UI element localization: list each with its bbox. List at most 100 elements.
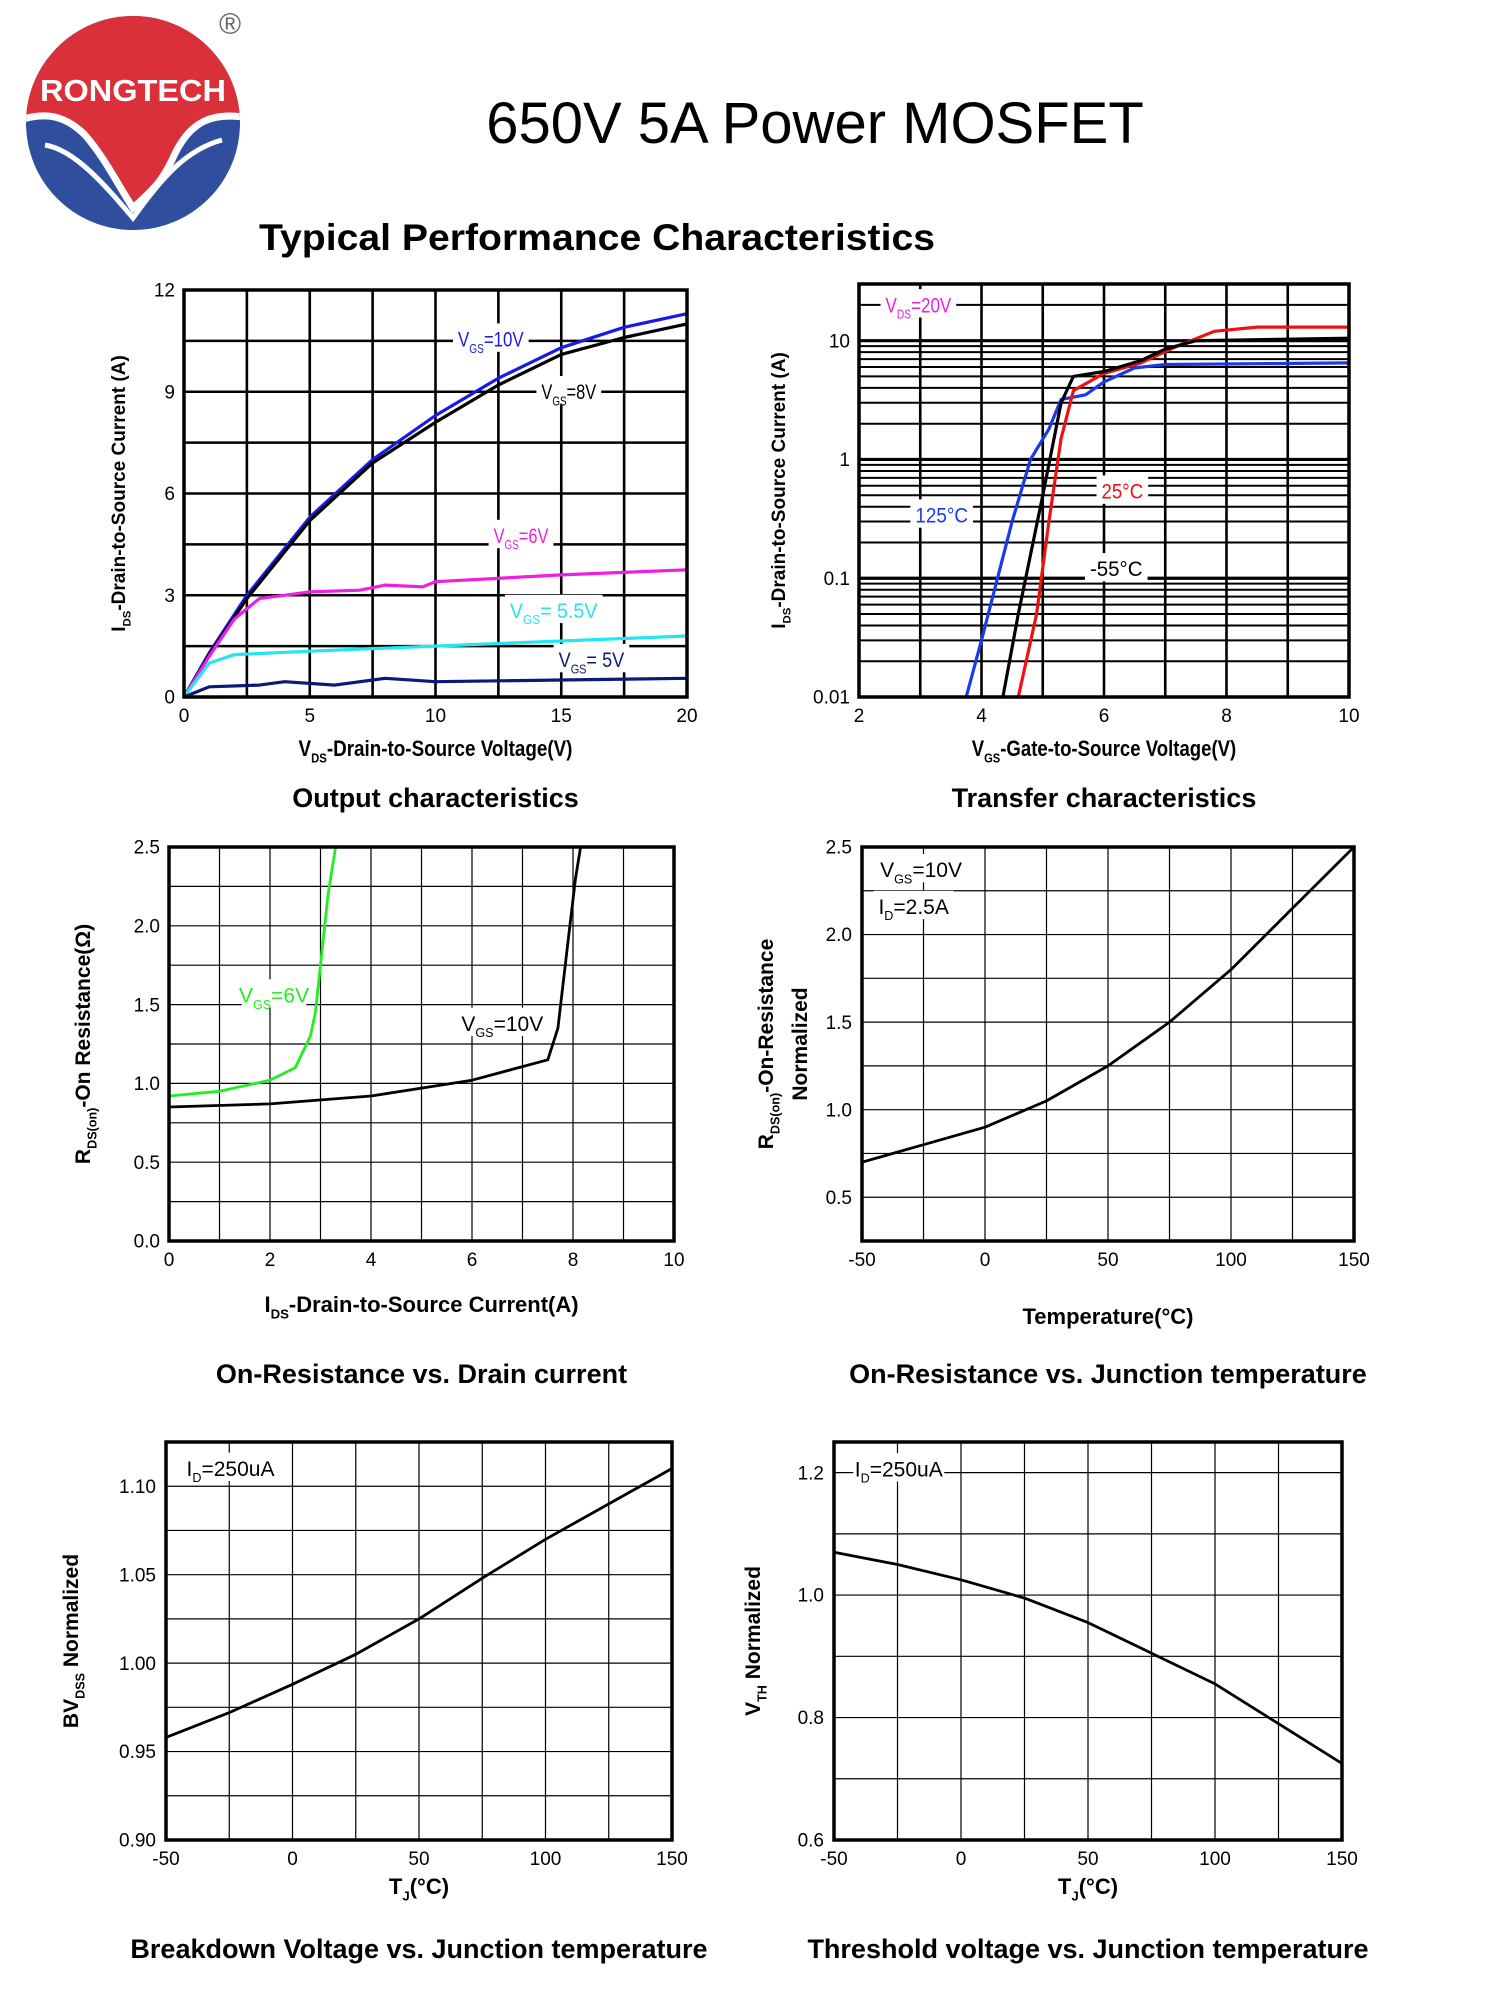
label-subscript: DSS (73, 1673, 87, 1699)
label-main: V (494, 525, 505, 548)
x-tick-label: -50 (820, 1849, 847, 1870)
chart-title: Breakdown Voltage vs. Junction temperatu… (130, 1934, 707, 1964)
y-tick-label: 0.90 (119, 1831, 156, 1852)
series-label: -55°C (1090, 558, 1143, 581)
y-tick-label: 1.10 (119, 1477, 156, 1498)
y-tick-label: 2.0 (134, 916, 160, 937)
gridlines (169, 847, 674, 1241)
y-tick-label: 2.5 (134, 838, 160, 859)
label-main: T (1058, 1874, 1072, 1899)
x-tick-label: 50 (408, 1849, 429, 1870)
label-rest: = 5.5V (540, 600, 597, 623)
series-label-bg (504, 594, 603, 624)
label-main: V (886, 294, 897, 317)
page-title: 650V 5A Power MOSFET (486, 91, 1144, 156)
logo-red-field (26, 16, 240, 208)
chart-title: Output characteristics (292, 783, 579, 813)
label-rest: -55°C (1090, 558, 1143, 581)
y-axis-label: BVDSS Normalized (60, 1554, 87, 1728)
y-tick-label: 2.5 (826, 838, 852, 859)
y-axis-label: RDS(on)-On-Resistance (755, 939, 782, 1150)
label-main: BV (60, 1699, 83, 1728)
chart-title: Transfer characteristics (952, 783, 1257, 813)
series-line-1 (165, 1467, 673, 1739)
x-axis-label: Temperature(°C) (1023, 1304, 1194, 1329)
label-rest: 125°C (915, 504, 968, 527)
y-tick-label: 1.5 (826, 1013, 852, 1034)
y-axis-label: VTH Normalized (742, 1566, 769, 1716)
series-label-bg (910, 499, 973, 528)
label-rest: =10V (494, 1013, 544, 1036)
x-tick-label: 100 (530, 1849, 562, 1870)
plot-frame (857, 282, 1351, 699)
series-label: VGS=10V (458, 329, 524, 356)
label-main: T (389, 1874, 403, 1899)
series-label: 25°C (1102, 481, 1144, 504)
label-rest: -Drain-to-Source Current (A) (109, 355, 130, 610)
label-subscript: DS (782, 607, 794, 623)
y-tick-label: 3 (164, 586, 175, 607)
x-tick-label: 2 (265, 1250, 276, 1271)
rongtech-logo: RONGTECH ® (26, 8, 241, 230)
label-subscript: GS (552, 394, 566, 408)
label-main: V (742, 1702, 765, 1716)
series-label: VGS= 5.5V (510, 600, 598, 627)
y-tick-label: 0.1 (824, 569, 850, 590)
series-line-1 (168, 846, 337, 1098)
x-tick-label: 5 (304, 706, 315, 727)
y-axis-label-line2: Normalized (789, 987, 812, 1100)
condition-label: VDS=20V (886, 294, 952, 321)
x-tick-label: 150 (1326, 1849, 1358, 1870)
y-tick-label: 1.0 (134, 1074, 160, 1095)
x-tick-label: 10 (663, 1250, 684, 1271)
series-line-3 (1001, 336, 1350, 698)
y-tick-label: 1.2 (798, 1463, 824, 1484)
label-subscript: GS (984, 751, 1000, 766)
series-label-bg (464, 1007, 541, 1037)
y-tick-label: 6 (164, 484, 175, 505)
label-rest: =10V (912, 859, 962, 882)
y-tick-label: 0.5 (826, 1188, 852, 1209)
label-subscript: D (861, 1472, 870, 1486)
x-tick-label: 50 (1097, 1250, 1118, 1271)
x-tick-label: 2 (854, 706, 865, 727)
x-tick-label: 8 (1221, 706, 1232, 727)
label-rest: Normalized (60, 1554, 83, 1673)
x-tick-label: 0 (179, 706, 190, 727)
series-line-1 (861, 846, 1355, 1164)
condition-label: ID=2.5A (878, 896, 948, 923)
label-main: V (880, 859, 894, 882)
series-label: 125°C (915, 504, 968, 527)
label-main: V (972, 736, 985, 761)
x-tick-label: 15 (551, 706, 572, 727)
x-axis-label: IDS-Drain-to-Source Current(A) (264, 1292, 578, 1322)
x-tick-label: 0 (956, 1849, 967, 1870)
label-subscript: D (192, 1471, 201, 1485)
label-main: I (264, 1292, 270, 1317)
series-label-bg (452, 323, 529, 352)
series-label-bg (553, 643, 630, 673)
chart-title: Threshold voltage vs. Junction temperatu… (807, 1934, 1368, 1964)
label-rest: = 5V (586, 649, 624, 672)
label-subscript: GS (475, 1026, 493, 1040)
plot-frame (832, 1440, 1344, 1842)
series-line-3 (182, 568, 688, 698)
series-line-2 (168, 846, 582, 1109)
y-tick-label: 0.0 (134, 1232, 160, 1253)
condition-label: VGS=10V (880, 859, 962, 886)
label-rest: -On-Resistance (755, 939, 778, 1093)
x-tick-label: 50 (1077, 1849, 1098, 1870)
y-tick-label: 0.95 (119, 1742, 156, 1763)
x-tick-label: 100 (1199, 1849, 1231, 1870)
series-label-bg (536, 376, 602, 405)
label-rest: Temperature(°C) (1023, 1304, 1194, 1329)
label-rest: Normalized (742, 1566, 765, 1685)
x-tick-label: 150 (1338, 1250, 1370, 1271)
condition-label-bg (853, 1453, 945, 1482)
x-tick-label: 4 (366, 1250, 377, 1271)
y-tick-label: 0 (164, 688, 175, 709)
y-tick-label: 1.0 (798, 1586, 824, 1607)
x-tick-label: 8 (568, 1250, 579, 1271)
